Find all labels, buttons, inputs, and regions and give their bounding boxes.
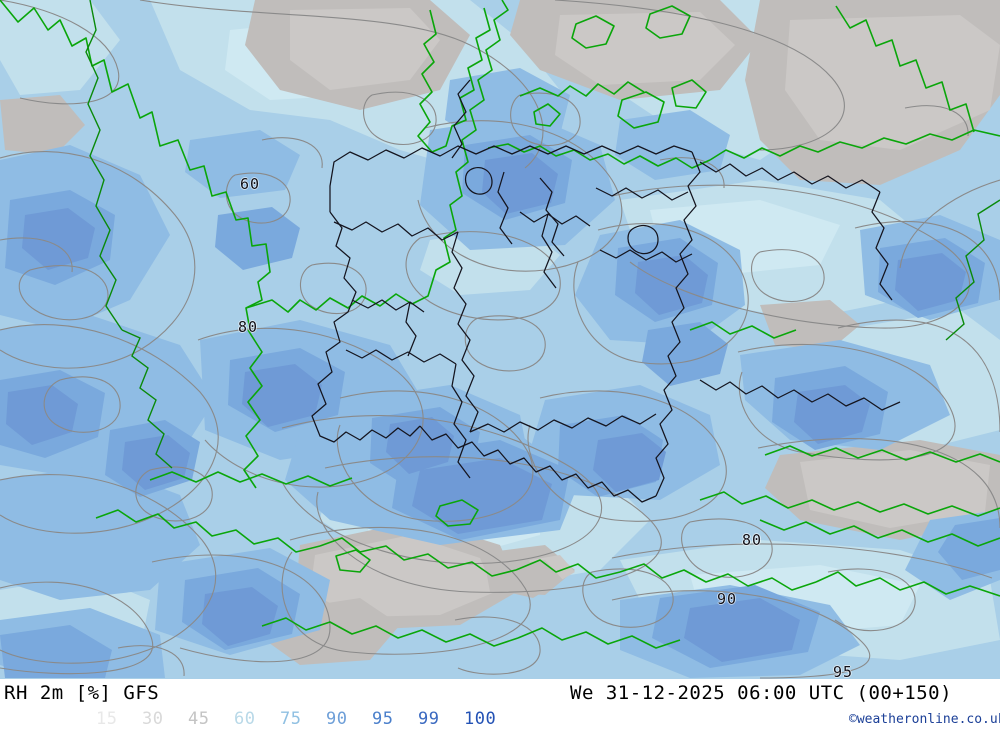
contour-label-90: 90	[717, 590, 738, 608]
legend-value-15: 15	[96, 709, 118, 729]
legend-value-30: 30	[142, 709, 164, 729]
color-scale-legend: 15 30 45 60 75 90 95 99 100	[96, 709, 510, 729]
copyright-notice[interactable]: ©weatheronline.co.uk	[849, 712, 1000, 727]
product-title: RH 2m [%] GFS	[4, 682, 160, 704]
legend-value-60: 60	[234, 709, 256, 729]
legend-value-99: 99	[418, 709, 440, 729]
contour-label-80-west: 80	[238, 318, 259, 336]
weather-map[interactable]: 60 80 80 90 95	[0, 0, 1000, 679]
legend-value-100: 100	[464, 709, 497, 729]
legend-value-45: 45	[188, 709, 210, 729]
legend-value-90: 90	[326, 709, 348, 729]
forecast-datetime: We 31-12-2025 06:00 UTC (00+150)	[570, 682, 953, 704]
map-footer: RH 2m [%] GFS We 31-12-2025 06:00 UTC (0…	[0, 679, 1000, 733]
legend-value-75: 75	[280, 709, 302, 729]
contour-label-60: 60	[240, 175, 261, 193]
contour-label-80-southeast: 80	[742, 531, 763, 549]
legend-value-95: 95	[372, 709, 394, 729]
map-canvas	[0, 0, 1000, 679]
contour-label-95: 95	[833, 663, 854, 680]
